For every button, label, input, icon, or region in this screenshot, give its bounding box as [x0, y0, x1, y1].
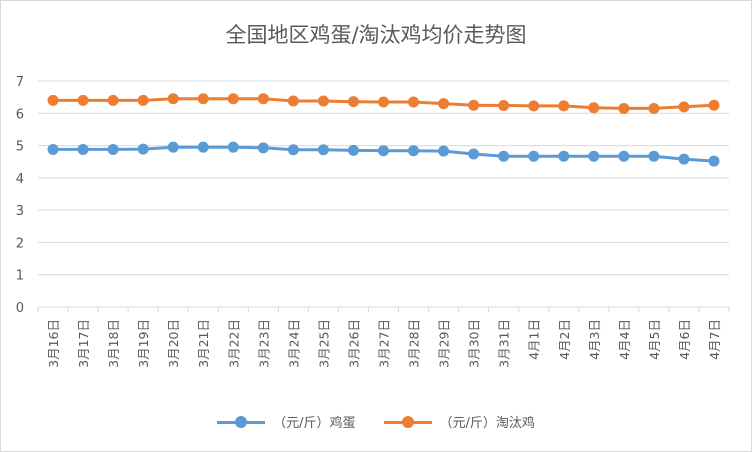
data-point-s0-21	[678, 153, 690, 165]
x-tick-label: 3月29日	[437, 319, 452, 368]
y-tick-label: 3	[16, 204, 24, 219]
y-tick-label: 7	[16, 75, 24, 90]
x-tick-label: 3月23日	[256, 319, 271, 368]
x-tick-label: 3月25日	[316, 319, 331, 368]
x-tick-label: 4月6日	[677, 319, 692, 360]
x-tick-label: 3月19日	[136, 319, 151, 368]
data-point-s0-9	[317, 144, 329, 156]
data-point-s1-9	[317, 95, 329, 107]
x-tick-label: 3月27日	[377, 319, 392, 368]
data-point-s0-7	[257, 142, 269, 154]
data-point-s1-21	[678, 101, 690, 113]
data-point-s0-0	[47, 143, 59, 155]
x-tick-label: 4月2日	[557, 319, 572, 360]
x-tick-label: 4月4日	[617, 319, 632, 360]
data-point-s1-0	[47, 94, 59, 106]
x-tick-label: 4月5日	[647, 319, 662, 360]
data-point-s1-15	[498, 100, 510, 112]
data-point-s0-6	[227, 141, 239, 153]
data-point-s0-11	[378, 145, 389, 157]
data-point-s1-6	[227, 93, 239, 105]
data-point-s1-12	[408, 96, 420, 108]
y-tick-label: 6	[16, 107, 24, 122]
x-tick-label: 3月17日	[76, 319, 91, 368]
data-point-s1-13	[438, 98, 450, 110]
x-tick-label: 3月24日	[286, 319, 301, 368]
legend-item-1: （元/斤）淘汰鸡	[383, 412, 535, 431]
data-point-s0-12	[408, 145, 420, 157]
y-tick-label: 0	[16, 301, 24, 316]
legend-swatch	[383, 415, 432, 429]
data-point-s1-4	[167, 93, 179, 105]
data-point-s0-2	[107, 143, 119, 155]
x-tick-label: 4月3日	[587, 319, 602, 360]
data-point-s0-13	[438, 145, 450, 157]
legend-label: （元/斤）淘汰鸡	[439, 416, 535, 431]
data-point-s0-22	[708, 155, 720, 167]
data-point-s0-17	[558, 150, 570, 162]
data-point-s1-1	[77, 94, 89, 106]
data-point-s1-14	[468, 99, 480, 111]
data-point-s0-3	[137, 143, 149, 155]
x-tick-label: 3月20日	[166, 319, 181, 368]
data-point-s0-19	[618, 150, 630, 162]
x-tick-label: 3月28日	[407, 319, 422, 368]
data-point-s1-22	[708, 99, 720, 111]
data-point-s1-8	[287, 95, 299, 107]
chart-title: 全国地区鸡蛋/淘汰鸡均价走势图	[225, 23, 527, 47]
legend-label: （元/斤）鸡蛋	[273, 416, 356, 431]
data-point-s0-20	[648, 150, 660, 162]
legend-item-0: （元/斤）鸡蛋	[217, 412, 356, 431]
x-tick-label: 4月1日	[527, 319, 542, 360]
y-tick-label: 4	[16, 172, 24, 187]
data-point-s1-3	[137, 94, 149, 106]
x-tick-label: 3月18日	[106, 319, 121, 368]
x-tick-label: 3月30日	[467, 319, 482, 368]
data-point-s0-14	[468, 148, 480, 160]
x-tick-label: 3月22日	[226, 319, 241, 368]
data-point-s1-2	[107, 94, 119, 106]
x-tick-label: 3月26日	[346, 319, 361, 368]
data-point-s1-11	[378, 96, 389, 108]
data-point-s1-16	[528, 100, 540, 112]
data-point-s1-20	[648, 102, 660, 114]
data-point-s0-1	[77, 143, 89, 155]
data-point-s0-15	[498, 150, 510, 162]
y-tick-label: 1	[16, 269, 24, 284]
y-tick-label: 2	[16, 236, 24, 251]
x-tick-label: 3月21日	[196, 319, 211, 368]
data-point-s0-8	[287, 144, 299, 156]
data-point-s0-5	[197, 141, 209, 153]
chart-legend: （元/斤）鸡蛋 （元/斤）淘汰鸡	[1, 412, 751, 433]
data-point-s0-16	[528, 150, 540, 162]
data-point-s1-19	[618, 102, 630, 114]
data-point-s0-4	[167, 141, 179, 153]
data-point-s1-7	[257, 93, 269, 105]
legend-swatch	[217, 415, 266, 429]
data-point-s0-18	[588, 150, 600, 162]
data-point-s1-17	[558, 100, 570, 112]
data-point-s0-10	[347, 144, 359, 156]
x-tick-label: 3月16日	[46, 319, 61, 368]
x-tick-label: 4月7日	[707, 319, 722, 360]
x-tick-label: 3月31日	[497, 319, 512, 368]
y-tick-label: 5	[16, 140, 24, 155]
data-point-s1-10	[347, 96, 359, 108]
data-point-s1-5	[197, 93, 209, 105]
data-point-s1-18	[588, 102, 600, 114]
